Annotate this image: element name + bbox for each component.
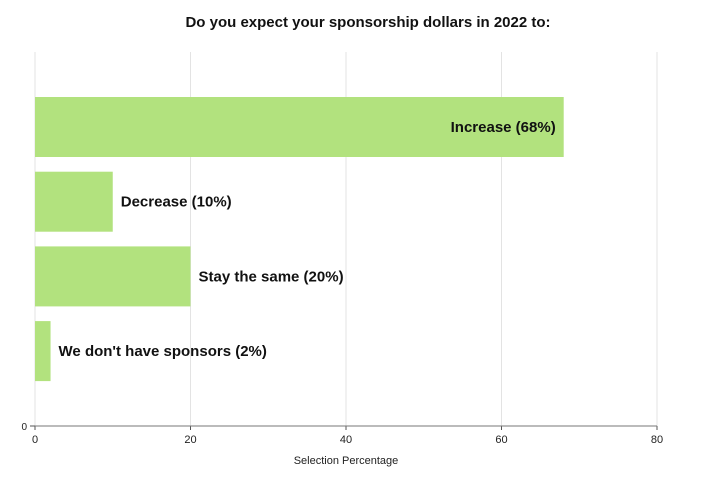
bar-label: Stay the same (20%): [199, 268, 344, 285]
bar-label: Decrease (10%): [121, 194, 232, 211]
bar-increase: [35, 97, 564, 157]
x-tick-label: 0: [32, 434, 38, 446]
x-tick-label: 60: [495, 434, 507, 446]
bar-stay-the-same: [35, 246, 191, 307]
bar-we-don-t-have-sponsors: [35, 321, 51, 382]
bar-label: Increase (68%): [451, 119, 556, 136]
bar-label: We don't have sponsors (2%): [59, 343, 267, 360]
bar-decrease: [35, 171, 113, 232]
x-axis: 0 20 40 60 80 0: [21, 422, 663, 446]
x-tick-label: 40: [340, 434, 352, 446]
bars: Increase (68%) Decrease (10%) Stay the sam…: [35, 97, 564, 382]
x-tick-label: 80: [651, 434, 663, 446]
x-tick-label: 20: [184, 434, 196, 446]
y-tick-label: 0: [21, 422, 27, 433]
chart-title: Do you expect your sponsorship dollars i…: [185, 14, 550, 31]
x-axis-label: Selection Percentage: [294, 455, 399, 467]
